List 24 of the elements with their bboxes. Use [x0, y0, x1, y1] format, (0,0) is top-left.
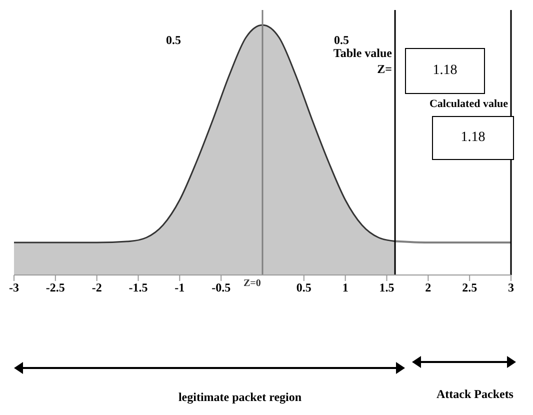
- x-tick-label: -2: [92, 280, 102, 295]
- x-tick-label: 3: [508, 280, 514, 295]
- ref-line-label: Z=0: [244, 278, 261, 289]
- x-tick-label: -3: [9, 280, 19, 295]
- text: legitimate packet region: [178, 390, 302, 404]
- text-box: 1.18: [432, 116, 514, 160]
- x-tick-label: -2.5: [46, 280, 65, 295]
- annotation: 0.5: [334, 33, 349, 47]
- text-box: 1.18: [405, 48, 485, 94]
- text: Attack Packets: [436, 387, 514, 401]
- annotation: Z=: [377, 62, 392, 76]
- x-tick-label: -0.5: [212, 280, 231, 295]
- annotation: 1.18: [460, 130, 486, 146]
- x-tick-label: 0.5: [296, 280, 312, 295]
- x-tick-label: 1.5: [379, 280, 394, 295]
- annotation: Table value: [333, 46, 392, 60]
- x-tick-label: 1: [342, 280, 348, 295]
- x-tick-label: -1: [174, 280, 185, 295]
- annotation: 1.18: [432, 63, 458, 79]
- annotation: 0.5: [166, 33, 181, 47]
- x-tick-label: -1.5: [128, 280, 148, 295]
- annotation: Calculated value: [429, 98, 508, 110]
- x-tick-label: 2.5: [462, 280, 478, 295]
- x-tick-label: 2: [425, 280, 432, 295]
